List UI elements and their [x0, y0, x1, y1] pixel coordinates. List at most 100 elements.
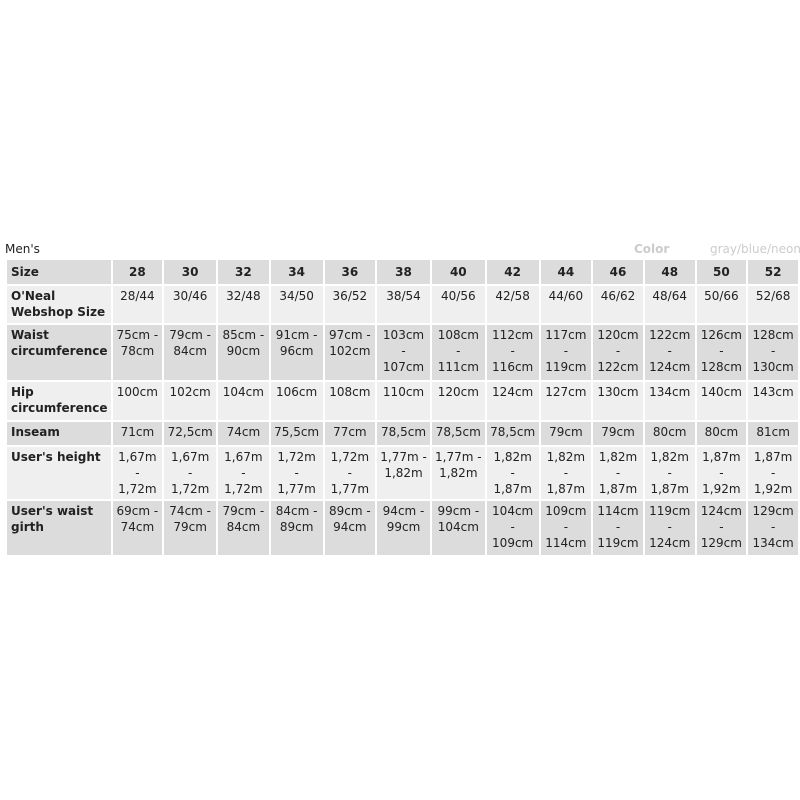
- table-cell: 36: [322, 258, 378, 286]
- row-label: Waist circumference: [5, 323, 113, 382]
- row-label: Inseam: [5, 420, 113, 447]
- table-cell: 122cm - 124cm: [642, 323, 697, 382]
- table-cell: 120cm - 122cm: [591, 323, 645, 382]
- table-cell: 42/58: [484, 284, 541, 325]
- table-cell: 1,87m - 1,92m: [694, 445, 749, 501]
- row-label: User's waist girth: [5, 499, 113, 557]
- table-cell: 1,67m - 1,72m: [110, 445, 165, 501]
- table-cell: 40: [429, 258, 487, 286]
- table-cell: 80cm: [694, 420, 749, 447]
- table-cell: 134cm: [642, 380, 697, 422]
- table-cell: 1,67m - 1,72m: [162, 445, 219, 501]
- table-cell: 79cm - 84cm: [216, 499, 271, 557]
- table-cell: 46: [591, 258, 645, 286]
- table-cell: 102cm: [162, 380, 219, 422]
- table-cell: 85cm - 90cm: [216, 323, 271, 382]
- table-cell: 30/46: [162, 284, 219, 325]
- table-cell: 112cm - 116cm: [484, 323, 541, 382]
- table-cell: 94cm - 99cm: [375, 499, 432, 557]
- table-row: User's waist girth 69cm - 74cm 74cm - 79cm…: [5, 499, 800, 557]
- row-label: Hip circumference: [5, 380, 113, 422]
- table-cell: 126cm - 128cm: [694, 323, 749, 382]
- table-cell: 91cm - 96cm: [268, 323, 325, 382]
- table-row: User's height 1,67m - 1,72m 1,67m - 1,72m 1…: [5, 445, 800, 501]
- table-cell: 52: [746, 258, 800, 286]
- table-cell: 44/60: [538, 284, 594, 325]
- table-cell: 77cm: [322, 420, 378, 447]
- table-cell: 74cm - 79cm: [162, 499, 219, 557]
- table-cell: 130cm: [591, 380, 645, 422]
- table-cell: 99cm - 104cm: [429, 499, 487, 557]
- table-cell: 69cm - 74cm: [110, 499, 165, 557]
- table-cell: 50/66: [694, 284, 749, 325]
- table-cell: 114cm - 119cm: [591, 499, 645, 557]
- table-cell: 75cm - 78cm: [110, 323, 165, 382]
- table-cell: 140cm: [694, 380, 749, 422]
- table-cell: 1,82m - 1,87m: [591, 445, 645, 501]
- table-cell: 97cm - 102cm: [322, 323, 378, 382]
- table-cell: 74cm: [216, 420, 271, 447]
- table-row: O'Neal Webshop Size 28/44 30/46 32/48 34/50 3…: [5, 284, 800, 325]
- table-cell: 1,77m - 1,82m: [375, 445, 432, 501]
- table-cell: 78,5cm: [375, 420, 432, 447]
- table-cell: 103cm - 107cm: [375, 323, 432, 382]
- row-label: Size: [5, 258, 113, 286]
- table-cell: 108cm: [322, 380, 378, 422]
- table-cell: 124cm: [484, 380, 541, 422]
- size-chart-table: Size 28 30 32 34 36 38 40 42 44 46 48 50 52 O'Neal Web…: [5, 258, 800, 557]
- table-cell: 106cm: [268, 380, 325, 422]
- table-cell: 1,82m - 1,87m: [642, 445, 697, 501]
- table-cell: 72,5cm: [162, 420, 219, 447]
- table-cell: 34: [268, 258, 325, 286]
- table-cell: 71cm: [110, 420, 165, 447]
- table-row: Inseam 71cm 72,5cm 74cm 75,5cm 77cm 78,5cm 78,5…: [5, 420, 800, 447]
- table-cell: 1,72m - 1,77m: [322, 445, 378, 501]
- color-value: gray/blue/neon: [710, 242, 800, 256]
- table-cell: 48: [642, 258, 697, 286]
- table-cell: 79cm - 84cm: [162, 323, 219, 382]
- table-cell: 28/44: [110, 284, 165, 325]
- table-cell: 89cm - 94cm: [322, 499, 378, 557]
- table-cell: 78,5cm: [484, 420, 541, 447]
- table-cell: 79cm: [538, 420, 594, 447]
- table-cell: 44: [538, 258, 594, 286]
- table-cell: 120cm: [429, 380, 487, 422]
- table-cell: 128cm - 130cm: [746, 323, 800, 382]
- table-cell: 127cm: [538, 380, 594, 422]
- table-cell: 30: [162, 258, 219, 286]
- table-cell: 34/50: [268, 284, 325, 325]
- table-row: Hip circumference 100cm 102cm 104cm 106cm 108…: [5, 380, 800, 422]
- table-cell: 46/62: [591, 284, 645, 325]
- table-cell: 110cm: [375, 380, 432, 422]
- table-cell: 1,67m - 1,72m: [216, 445, 271, 501]
- table-cell: 52/68: [746, 284, 800, 325]
- table-cell: 109cm - 114cm: [538, 499, 594, 557]
- table-cell: 81cm: [746, 420, 800, 447]
- table-cell: 1,82m - 1,87m: [484, 445, 541, 501]
- table-cell: 42: [484, 258, 541, 286]
- table-cell: 104cm: [216, 380, 271, 422]
- table-cell: 50: [694, 258, 749, 286]
- table-cell: 40/56: [429, 284, 487, 325]
- table-cell: 32/48: [216, 284, 271, 325]
- table-cell: 36/52: [322, 284, 378, 325]
- table-cell: 84cm - 89cm: [268, 499, 325, 557]
- table-title: Men's: [5, 242, 40, 256]
- color-label: Color: [634, 242, 670, 256]
- table-cell: 78,5cm: [429, 420, 487, 447]
- row-label: User's height: [5, 445, 113, 501]
- table-cell: 48/64: [642, 284, 697, 325]
- table-cell: 38/54: [375, 284, 432, 325]
- table-cell: 1,87m - 1,92m: [746, 445, 800, 501]
- table-cell: 1,82m - 1,87m: [538, 445, 594, 501]
- table-row: Waist circumference 75cm - 78cm 79cm - 84c…: [5, 323, 800, 382]
- table-cell: 80cm: [642, 420, 697, 447]
- table-cell: 75,5cm: [268, 420, 325, 447]
- table-cell: 1,72m - 1,77m: [268, 445, 325, 501]
- table-cell: 32: [216, 258, 271, 286]
- table-cell: 143cm: [746, 380, 800, 422]
- table-cell: 124cm - 129cm: [694, 499, 749, 557]
- table-cell: 104cm - 109cm: [484, 499, 541, 557]
- table-cell: 38: [375, 258, 432, 286]
- table-cell: 117cm - 119cm: [538, 323, 594, 382]
